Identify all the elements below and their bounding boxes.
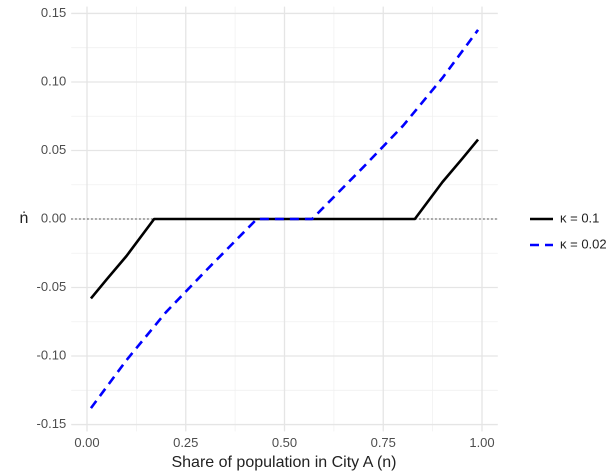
y-axis-title: ṅ <box>20 210 29 227</box>
x-tick-label: 1.00 <box>469 435 494 450</box>
y-tick-label: -0.10 <box>37 347 67 362</box>
y-tick-label: 0.15 <box>41 5 66 20</box>
x-tick-label: 0.50 <box>272 435 297 450</box>
series-line <box>89 138 480 300</box>
y-tick-label: -0.15 <box>37 416 67 431</box>
y-tick-label: 0.00 <box>41 210 66 225</box>
series-line <box>89 29 480 409</box>
x-tick-label: 0.75 <box>371 435 396 450</box>
x-tick-label: 0.25 <box>173 435 198 450</box>
x-axis-title: Share of population in City A (n) <box>171 454 396 471</box>
y-tick-label: 0.05 <box>41 142 66 157</box>
legend-label: κ = 0.1 <box>560 210 599 225</box>
x-tick-label: 0.00 <box>74 435 99 450</box>
legend-label: κ = 0.02 <box>560 236 607 251</box>
y-tick-label: -0.05 <box>37 279 67 294</box>
y-tick-label: 0.10 <box>41 73 66 88</box>
